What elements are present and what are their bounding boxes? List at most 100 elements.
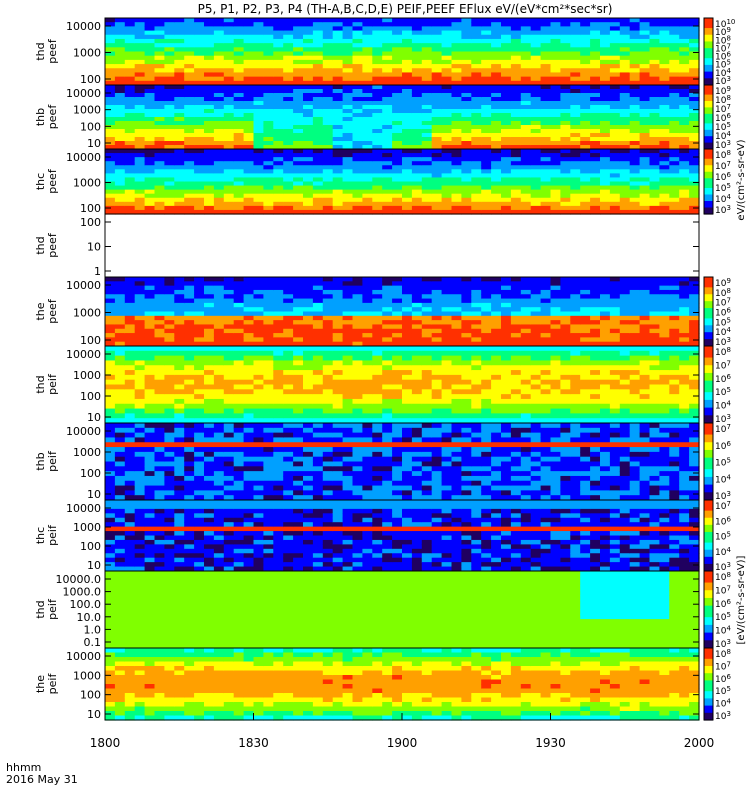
heatmap-cell — [293, 68, 304, 74]
heatmap-cell — [609, 346, 621, 352]
heatmap-cell — [105, 43, 116, 48]
heatmap-cell — [332, 26, 344, 32]
heatmap-cell — [114, 43, 126, 48]
heatmap-cell — [114, 408, 126, 414]
heatmap-cell — [392, 129, 403, 134]
heatmap-cell — [520, 145, 532, 150]
heatmap-cell — [679, 209, 690, 215]
heatmap-cell — [352, 64, 363, 69]
heatmap-cell — [263, 22, 274, 27]
heatmap-cell — [451, 169, 462, 174]
heatmap-cell — [293, 201, 304, 207]
heatmap-cell — [194, 59, 205, 65]
heatmap-cell — [194, 177, 205, 183]
heatmap-cell — [164, 315, 175, 321]
heatmap-cell — [134, 394, 146, 400]
heatmap-cell — [520, 181, 532, 187]
heatmap-cell — [382, 105, 393, 110]
heatmap-cell — [411, 181, 423, 187]
heatmap-cell — [471, 374, 482, 381]
heatmap-cell — [283, 101, 294, 106]
heatmap-cell — [154, 76, 165, 82]
colorbar-segment — [704, 133, 713, 137]
heatmap-cell — [134, 157, 146, 162]
heatmap-cell — [332, 205, 344, 211]
heatmap-cell — [342, 302, 354, 308]
heatmap-cell — [689, 26, 700, 32]
heatmap-cell — [164, 68, 175, 74]
heatmap-cell — [293, 328, 304, 334]
heatmap-cell — [372, 76, 383, 82]
heatmap-cell — [164, 333, 175, 338]
heatmap-cell — [392, 350, 403, 357]
heatmap-cell — [283, 76, 294, 82]
heatmap-cell — [322, 374, 334, 381]
heatmap-cell — [609, 294, 621, 300]
heatmap-cell — [144, 38, 156, 44]
heatmap-cell — [679, 307, 690, 313]
heatmap-cell — [372, 289, 383, 295]
heatmap-cell — [223, 93, 235, 98]
heatmap-cell — [362, 201, 373, 207]
heatmap-cell — [362, 47, 373, 53]
heatmap-cell — [134, 30, 146, 36]
heatmap-cell — [530, 389, 542, 395]
heatmap-cell — [481, 157, 492, 162]
heatmap-cell — [600, 379, 611, 386]
heatmap-cell — [560, 346, 571, 352]
heatmap-cell — [362, 121, 373, 126]
heatmap-cell — [184, 76, 195, 82]
heatmap-cell — [184, 141, 195, 146]
heatmap-cell — [204, 285, 215, 291]
y-tick-label: 1 — [94, 265, 101, 278]
heatmap-cell — [312, 350, 324, 357]
heatmap-cell — [174, 320, 185, 326]
heatmap-cell — [303, 173, 314, 179]
heatmap-cell — [312, 161, 324, 166]
heatmap-cell — [441, 311, 453, 317]
heatmap-cell — [372, 72, 383, 78]
heatmap-cell — [184, 277, 195, 282]
heatmap-cell — [362, 333, 373, 338]
colorbar-segment — [704, 207, 713, 212]
heatmap-cell — [204, 129, 215, 134]
heatmap-cell — [481, 302, 492, 308]
heatmap-cell — [689, 129, 700, 134]
heatmap-cell — [243, 337, 255, 343]
heatmap-cell — [322, 34, 334, 40]
heatmap-cell — [411, 109, 423, 114]
heatmap-cell — [619, 76, 631, 82]
heatmap-cell — [332, 177, 344, 183]
heatmap-cell — [362, 64, 373, 69]
heatmap-cell — [540, 64, 552, 69]
heatmap-cell — [114, 185, 126, 191]
heatmap-cell — [619, 370, 631, 376]
heatmap-cell — [501, 80, 512, 86]
heatmap-cell — [263, 113, 274, 118]
heatmap-cell — [332, 324, 344, 330]
heatmap-cell — [144, 93, 156, 98]
heatmap-cell — [659, 294, 670, 300]
heatmap-cell — [114, 34, 126, 40]
heatmap-cell — [223, 185, 235, 191]
heatmap-cell — [659, 307, 670, 313]
heatmap-cell — [263, 379, 274, 386]
heatmap-cell — [184, 165, 195, 170]
heatmap-cell — [174, 337, 185, 343]
heatmap-cell — [402, 129, 413, 134]
heatmap-cell — [501, 294, 512, 300]
heatmap-cell — [441, 389, 453, 395]
heatmap-cell — [223, 173, 235, 179]
heatmap-cell — [639, 197, 651, 203]
heatmap-cell — [659, 22, 670, 27]
heatmap-cell — [540, 333, 552, 338]
heatmap-cell — [570, 341, 581, 347]
heatmap-cell — [213, 365, 225, 371]
heatmap-cell — [431, 403, 443, 410]
heatmap-cell — [114, 201, 126, 207]
heatmap-cell — [312, 413, 324, 419]
heatmap-cell — [520, 289, 532, 295]
heatmap-cell — [600, 85, 611, 90]
heatmap-cell — [352, 315, 363, 321]
heatmap-cell — [174, 153, 185, 158]
